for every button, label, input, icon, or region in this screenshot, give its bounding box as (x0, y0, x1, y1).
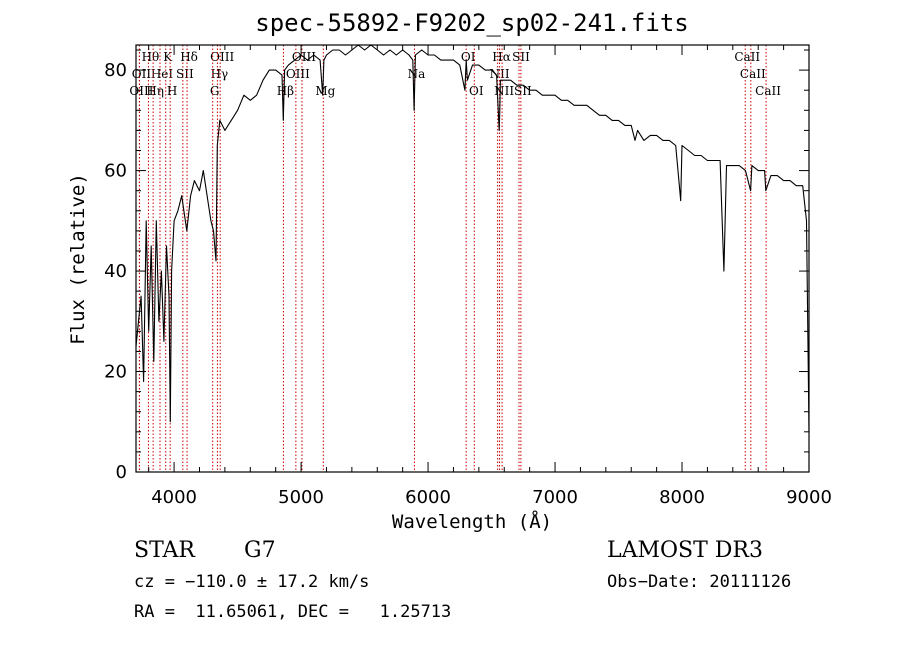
spectral-line-label: SII (176, 67, 194, 81)
y-tick-label: 0 (116, 462, 127, 483)
y-tick-label: 60 (104, 161, 127, 182)
plot-frame (135, 44, 810, 473)
spectral-line-label: Hα (492, 50, 511, 64)
spectral-line-label: CaII (755, 84, 781, 98)
spectral-line-label: OI (461, 50, 476, 64)
spectral-line-label: NII (490, 67, 510, 81)
spectral-line-label: Na (408, 67, 426, 81)
spectral-line-label: CaII (734, 50, 760, 64)
spectral-line-label: SII (514, 84, 532, 98)
spectral-line-label: NII (494, 84, 514, 98)
x-tick-label: 6000 (405, 487, 451, 508)
spectral-line-label: Hγ (211, 67, 229, 81)
spectral-line-label: CaII (740, 67, 766, 81)
spectral-line-label: OIII (286, 67, 310, 81)
observation-date: Obs−Date: 20111126 (607, 572, 792, 592)
y-tick-label: 80 (104, 60, 127, 81)
y-tick-label: 20 (104, 362, 127, 383)
x-tick-label: 5000 (278, 487, 324, 508)
spectral-line-label: G (210, 84, 220, 98)
chart-title: spec-55892-F9202_sp02-241.fits (255, 9, 688, 37)
sky-coordinates: RA = 11.65061, DEC = 1.25713 (134, 602, 452, 622)
object-subclass: G7 (244, 538, 276, 563)
spectral-line-label: Hη (146, 84, 164, 98)
spectral-line-label: OI (469, 84, 484, 98)
y-axis-title: Flux (relative) (67, 173, 89, 345)
spectral-line-label: OII (132, 67, 152, 81)
x-tick-label: 4000 (151, 487, 197, 508)
y-tick-label: 40 (104, 261, 127, 282)
spectral-line-label: Hθ (142, 50, 160, 64)
spectral-line-label: Hδ (180, 50, 198, 64)
x-tick-label: 7000 (532, 487, 578, 508)
spectral-line-label: HeI (151, 67, 174, 81)
spectral-line-label: H (167, 84, 177, 98)
x-tick-label: 9000 (786, 487, 832, 508)
flux-line (135, 44, 810, 432)
redshift-velocity: cz = −110.0 ± 17.2 km/s (134, 572, 370, 592)
spectral-line-label: K (163, 50, 173, 64)
x-axis-title: Wavelength (Å) (392, 510, 552, 533)
flux-series (135, 44, 810, 432)
survey-name: LAMOST DR3 (607, 538, 763, 563)
object-class: STAR (134, 538, 195, 563)
spectral-line-label: Mg (315, 84, 335, 98)
x-tick-label: 8000 (659, 487, 705, 508)
y-axis: 0 20 40 60 80 (104, 49, 809, 483)
spectral-line-label: Hβ (277, 84, 294, 98)
x-axis: 4000 5000 6000 7000 8000 9000 (148, 45, 832, 508)
spectral-line-label: OIII (210, 50, 234, 64)
